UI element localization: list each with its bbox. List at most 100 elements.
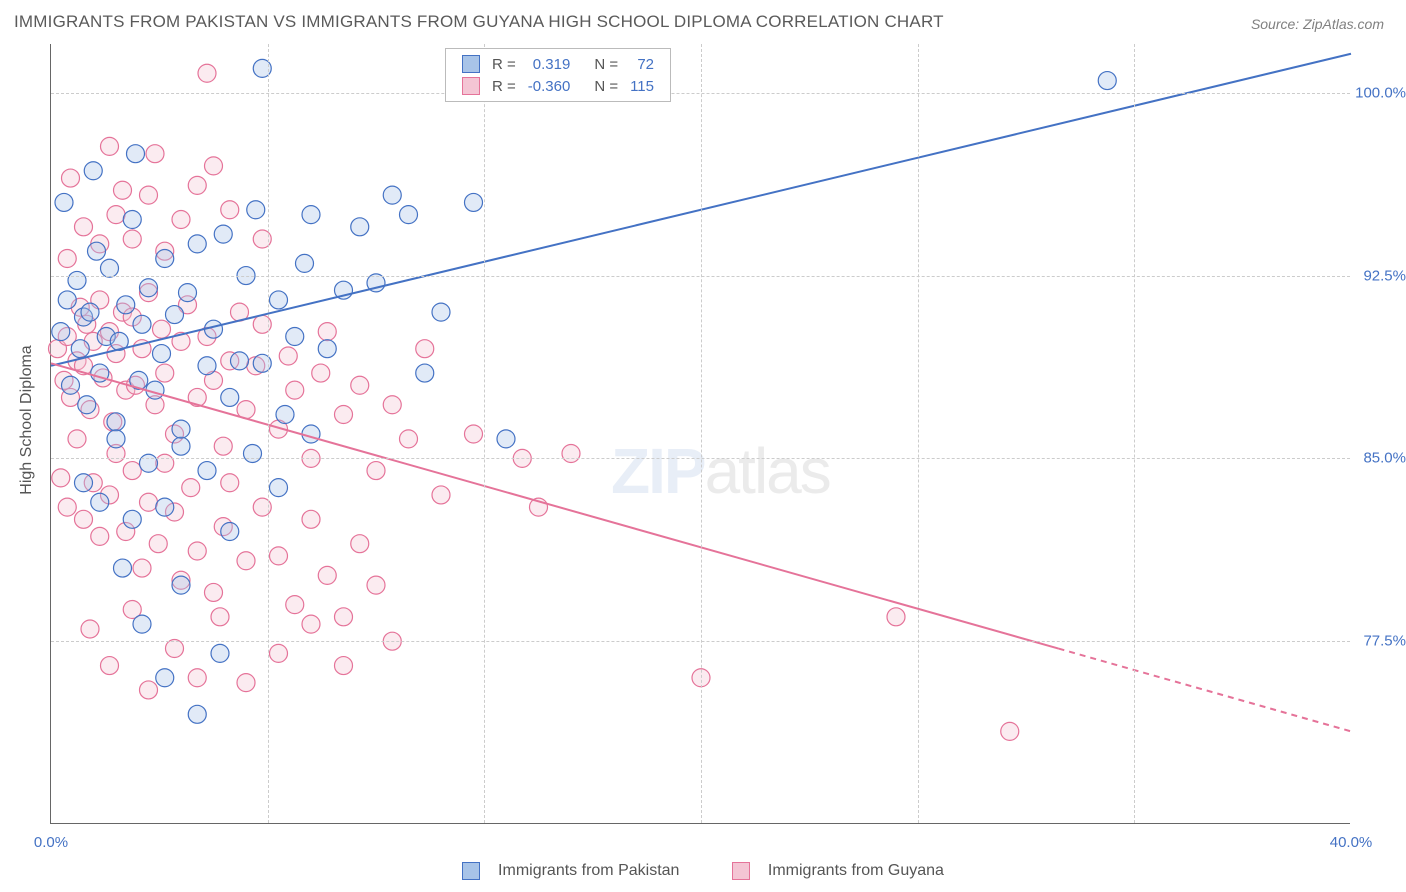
scatter-point (318, 340, 336, 358)
scatter-point (351, 535, 369, 553)
scatter-point (88, 242, 106, 260)
scatter-point (270, 479, 288, 497)
scatter-point (123, 230, 141, 248)
scatter-point (84, 162, 102, 180)
scatter-point (75, 510, 93, 528)
stats-legend: R = 0.319 N = 72 R = -0.360 N = 115 (445, 48, 671, 102)
scatter-point (416, 364, 434, 382)
scatter-point (153, 320, 171, 338)
scatter-point (221, 388, 239, 406)
scatter-point (172, 437, 190, 455)
scatter-point (179, 284, 197, 302)
scatter-point (166, 306, 184, 324)
scatter-point (214, 437, 232, 455)
scatter-point (279, 347, 297, 365)
scatter-point (286, 596, 304, 614)
scatter-point (214, 225, 232, 243)
scatter-point (367, 576, 385, 594)
scatter-point (107, 430, 125, 448)
scatter-point (221, 201, 239, 219)
scatter-point (140, 454, 158, 472)
chart-container: IMMIGRANTS FROM PAKISTAN VS IMMIGRANTS F… (0, 0, 1406, 892)
scatter-point (198, 462, 216, 480)
scatter-point (68, 271, 86, 289)
scatter-point (400, 430, 418, 448)
scatter-point (351, 218, 369, 236)
scatter-point (244, 445, 262, 463)
scatter-point (887, 608, 905, 626)
scatter-point (101, 657, 119, 675)
scatter-point (172, 211, 190, 229)
r-label: R = (486, 75, 522, 97)
scatter-point (231, 352, 249, 370)
scatter-point (383, 186, 401, 204)
y-tick-label: 85.0% (1363, 450, 1406, 467)
scatter-point (188, 705, 206, 723)
scatter-point (107, 206, 125, 224)
r-value-pakistan: 0.319 (522, 53, 577, 75)
gridline-v (1134, 44, 1135, 823)
scatter-point (123, 510, 141, 528)
scatter-point (172, 420, 190, 438)
scatter-point (114, 559, 132, 577)
scatter-point (188, 669, 206, 687)
scatter-point (302, 615, 320, 633)
scatter-point (153, 345, 171, 363)
scatter-point (156, 669, 174, 687)
scatter-point (146, 145, 164, 163)
scatter-point (198, 357, 216, 375)
scatter-point (166, 640, 184, 658)
series-legend: Immigrants from Pakistan Immigrants from… (0, 862, 1406, 880)
scatter-point (101, 259, 119, 277)
scatter-point (221, 474, 239, 492)
swatch-guyana (462, 77, 480, 95)
scatter-point (156, 498, 174, 516)
scatter-point (188, 235, 206, 253)
scatter-point (188, 542, 206, 560)
scatter-point (270, 547, 288, 565)
scatter-point (276, 406, 294, 424)
scatter-point (286, 381, 304, 399)
swatch-pakistan (462, 55, 480, 73)
scatter-point (127, 145, 145, 163)
scatter-point (133, 315, 151, 333)
scatter-point (123, 462, 141, 480)
scatter-point (335, 608, 353, 626)
gridline-v (918, 44, 919, 823)
scatter-point (75, 474, 93, 492)
scatter-point (78, 396, 96, 414)
n-value-guyana: 115 (624, 75, 660, 97)
scatter-point (237, 552, 255, 570)
r-label: R = (486, 53, 522, 75)
scatter-point (75, 218, 93, 236)
scatter-point (237, 674, 255, 692)
scatter-point (270, 291, 288, 309)
scatter-point (205, 157, 223, 175)
gridline-v (484, 44, 485, 823)
scatter-point (1001, 722, 1019, 740)
scatter-point (296, 254, 314, 272)
scatter-point (318, 566, 336, 584)
n-value-pakistan: 72 (624, 53, 660, 75)
scatter-point (172, 576, 190, 594)
y-tick-label: 77.5% (1363, 633, 1406, 650)
scatter-point (188, 176, 206, 194)
scatter-point (156, 364, 174, 382)
y-tick-label: 100.0% (1355, 84, 1406, 101)
scatter-point (133, 615, 151, 633)
scatter-point (81, 620, 99, 638)
scatter-point (270, 644, 288, 662)
scatter-point (91, 493, 109, 511)
scatter-point (62, 169, 80, 187)
regression-line (51, 363, 1059, 648)
scatter-point (52, 323, 70, 341)
stats-row-guyana: R = -0.360 N = 115 (456, 75, 660, 97)
scatter-point (114, 181, 132, 199)
scatter-point (465, 425, 483, 443)
scatter-point (107, 413, 125, 431)
scatter-point (81, 303, 99, 321)
scatter-point (302, 425, 320, 443)
n-label: N = (588, 75, 624, 97)
scatter-point (140, 186, 158, 204)
x-tick-label: 40.0% (1330, 834, 1373, 851)
